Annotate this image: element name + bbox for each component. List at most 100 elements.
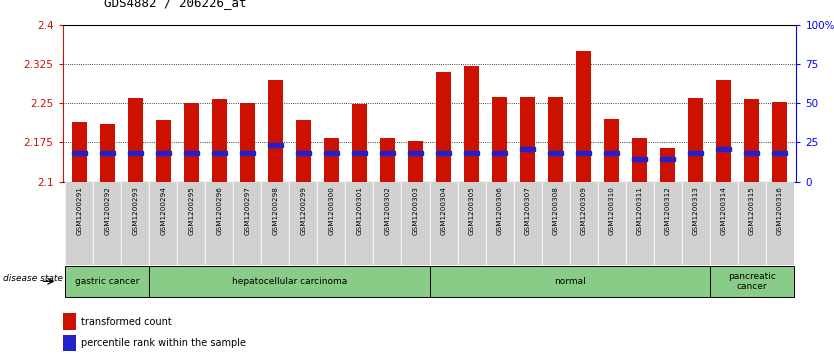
Bar (178, 182, 205, 265)
Bar (156, 151, 171, 155)
Bar (772, 151, 787, 155)
Text: GDS4882 / 206226_at: GDS4882 / 206226_at (104, 0, 247, 9)
Bar (744, 99, 759, 182)
Bar (485, 182, 514, 265)
Bar (128, 98, 143, 182)
Bar (268, 143, 284, 147)
Text: GSM1200308: GSM1200308 (553, 186, 559, 234)
Text: pancreatic
cancer: pancreatic cancer (728, 272, 776, 291)
Bar (63, 335, 76, 351)
Text: disease state: disease state (3, 274, 63, 282)
Bar (239, 103, 255, 182)
Bar (598, 182, 626, 265)
Bar (654, 182, 681, 265)
Text: GSM1200303: GSM1200303 (413, 186, 419, 234)
Bar (716, 147, 731, 151)
Text: gastric cancer: gastric cancer (75, 277, 139, 286)
Bar (401, 182, 430, 265)
Bar (345, 182, 374, 265)
Bar (234, 182, 261, 265)
Bar (122, 182, 149, 265)
Text: GSM1200298: GSM1200298 (273, 186, 279, 234)
Text: GSM1200300: GSM1200300 (329, 186, 334, 234)
Bar (239, 151, 255, 155)
Bar (660, 148, 676, 182)
Bar (212, 151, 227, 155)
Bar (289, 182, 318, 265)
Bar (296, 151, 311, 155)
Bar (93, 182, 122, 265)
Bar (100, 151, 115, 155)
Bar (772, 102, 787, 182)
Bar (575, 52, 591, 182)
FancyBboxPatch shape (65, 266, 149, 297)
Bar (548, 97, 563, 182)
Bar (520, 97, 535, 182)
Text: percentile rank within the sample: percentile rank within the sample (81, 338, 246, 348)
Bar (766, 182, 794, 265)
Bar (710, 182, 737, 265)
Bar (575, 151, 591, 155)
Bar (520, 147, 535, 151)
Bar (183, 103, 199, 182)
Text: GSM1200297: GSM1200297 (244, 186, 250, 234)
Text: GSM1200296: GSM1200296 (216, 186, 223, 234)
Bar (352, 105, 367, 182)
Text: transformed count: transformed count (81, 317, 172, 327)
Bar (492, 151, 507, 155)
FancyBboxPatch shape (430, 266, 710, 297)
Bar (156, 120, 171, 182)
Bar (464, 66, 480, 182)
Text: normal: normal (554, 277, 585, 286)
Bar (492, 97, 507, 182)
Text: GSM1200291: GSM1200291 (77, 186, 83, 234)
Bar (72, 151, 87, 155)
Text: GSM1200302: GSM1200302 (384, 186, 390, 234)
Bar (604, 119, 620, 182)
Text: GSM1200292: GSM1200292 (104, 186, 110, 234)
Bar (374, 182, 401, 265)
Text: GSM1200313: GSM1200313 (692, 186, 699, 234)
Text: GSM1200315: GSM1200315 (749, 186, 755, 234)
Text: GSM1200305: GSM1200305 (469, 186, 475, 234)
Text: GSM1200306: GSM1200306 (496, 186, 503, 234)
Bar (408, 141, 423, 182)
Bar (324, 138, 339, 182)
Bar (318, 182, 345, 265)
Text: hepatocellular carcinoma: hepatocellular carcinoma (232, 277, 347, 286)
FancyBboxPatch shape (149, 266, 430, 297)
Bar (408, 151, 423, 155)
Text: GSM1200294: GSM1200294 (160, 186, 167, 234)
Text: GSM1200304: GSM1200304 (440, 186, 446, 234)
Bar (514, 182, 541, 265)
Text: GSM1200299: GSM1200299 (300, 186, 306, 234)
Text: GSM1200307: GSM1200307 (525, 186, 530, 234)
Bar (72, 122, 87, 182)
Bar (570, 182, 598, 265)
Bar (205, 182, 234, 265)
FancyBboxPatch shape (710, 266, 794, 297)
Bar (604, 151, 620, 155)
Bar (63, 313, 76, 330)
Bar (548, 151, 563, 155)
Bar (744, 151, 759, 155)
Bar (379, 151, 395, 155)
Bar (436, 151, 451, 155)
Bar (458, 182, 485, 265)
Bar (737, 182, 766, 265)
Bar (149, 182, 178, 265)
Bar (632, 157, 647, 161)
Text: GSM1200312: GSM1200312 (665, 186, 671, 234)
Bar (632, 138, 647, 182)
Bar (541, 182, 570, 265)
Bar (212, 99, 227, 182)
Bar (296, 120, 311, 182)
Bar (379, 138, 395, 182)
Bar (268, 80, 284, 182)
Bar (681, 182, 710, 265)
Bar (660, 157, 676, 161)
Text: GSM1200310: GSM1200310 (609, 186, 615, 234)
Bar (464, 151, 480, 155)
Text: GSM1200293: GSM1200293 (133, 186, 138, 234)
Bar (436, 72, 451, 182)
